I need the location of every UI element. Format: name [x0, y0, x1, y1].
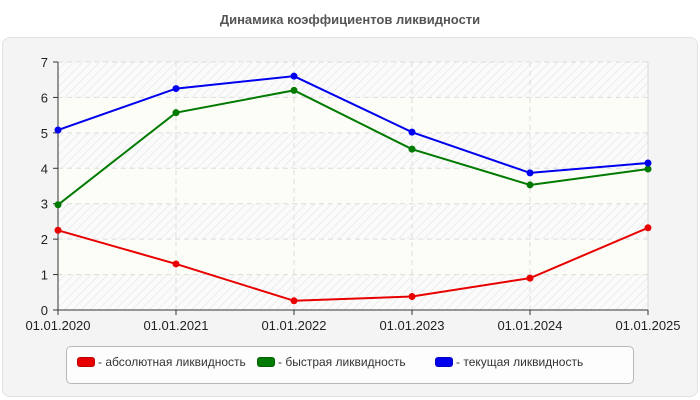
svg-text:01.01.2021: 01.01.2021 — [143, 318, 208, 333]
svg-text:6: 6 — [41, 90, 48, 105]
svg-text:01.01.2023: 01.01.2023 — [379, 318, 444, 333]
svg-text:01.01.2020: 01.01.2020 — [25, 318, 90, 333]
svg-text:01.01.2022: 01.01.2022 — [261, 318, 326, 333]
legend-item-quick[interactable]: - быстрая ликвидность — [257, 355, 406, 369]
svg-text:5: 5 — [41, 126, 48, 141]
legend-item-current[interactable]: - текущая ликвидность — [435, 355, 583, 369]
svg-text:0: 0 — [41, 303, 48, 318]
svg-text:4: 4 — [41, 161, 48, 176]
svg-text:01.01.2024: 01.01.2024 — [497, 318, 562, 333]
chart-title: Динамика коэффициентов ликвидности — [219, 12, 481, 27]
legend-swatch-blue — [435, 357, 453, 367]
svg-text:1: 1 — [41, 268, 48, 283]
legend: - абсолютная ликвидность - быстрая ликви… — [66, 346, 634, 384]
legend-label: - текущая ликвидность — [456, 355, 584, 369]
svg-text:7: 7 — [41, 55, 48, 70]
legend-swatch-red — [77, 357, 95, 367]
svg-text:01.01.2025: 01.01.2025 — [615, 318, 680, 333]
svg-text:3: 3 — [41, 197, 48, 212]
legend-label: - абсолютная ликвидность — [98, 355, 246, 369]
svg-text:2: 2 — [41, 232, 48, 247]
legend-item-absolute[interactable]: - абсолютная ликвидность — [77, 355, 246, 369]
legend-swatch-green — [257, 357, 275, 367]
legend-label: - быстрая ликвидность — [278, 355, 406, 369]
